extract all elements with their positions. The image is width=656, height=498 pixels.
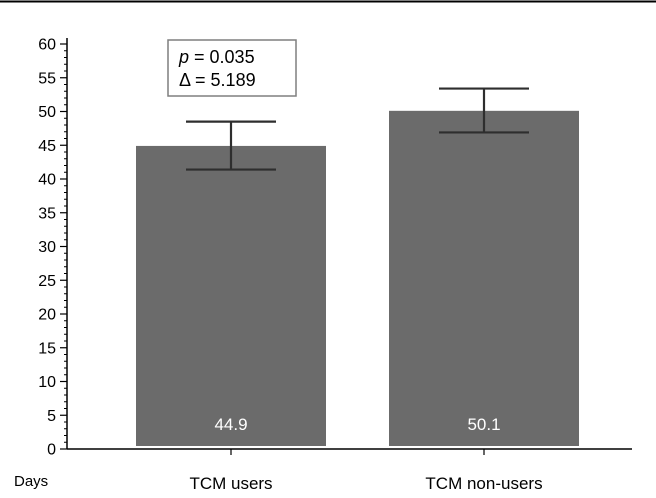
labels: TCM users 44.9 TCM non-users 50.1	[189, 415, 542, 493]
bars	[136, 110, 579, 447]
x-tick-label: TCM users	[189, 474, 272, 493]
y-tick-label: 40	[38, 172, 56, 189]
y-tick-label: 30	[38, 239, 56, 256]
y-axis-label: Days	[14, 473, 48, 490]
y-tick-label: 10	[38, 374, 56, 391]
error-bar	[186, 120, 276, 171]
data-label: 50.1	[467, 415, 500, 434]
y-tick-label: 5	[47, 408, 56, 425]
stat-delta: Δ = 5.189	[179, 70, 256, 90]
y-tick-label: 15	[38, 340, 56, 357]
x-tick-label: TCM non-users	[425, 474, 542, 493]
y-tick-label: 20	[38, 307, 56, 324]
stat-p-line: p = 0.035	[178, 47, 255, 67]
y-tick-label: 55	[38, 70, 56, 87]
stat-annotation: p = 0.035 Δ = 5.189	[167, 39, 297, 97]
y-tick-label: 50	[38, 104, 56, 121]
y-tick-label: 0	[47, 442, 56, 459]
error-bar	[439, 87, 529, 134]
y-tick-label: 35	[38, 205, 56, 222]
data-label: 44.9	[214, 415, 247, 434]
error-bars	[186, 87, 529, 171]
x-axis	[67, 448, 632, 455]
y-tick-label: 45	[38, 138, 56, 155]
y-tick-label: 60	[38, 37, 56, 54]
y-axis: 0 5 10 15 20 25 30 35 40 45 50 55 60	[38, 37, 68, 459]
stat-p-symbol: p	[178, 47, 189, 67]
stat-p-value: = 0.035	[189, 47, 255, 67]
y-tick-label: 25	[38, 273, 56, 290]
stat-box	[167, 39, 297, 97]
bar	[136, 145, 326, 447]
bar	[389, 110, 579, 446]
